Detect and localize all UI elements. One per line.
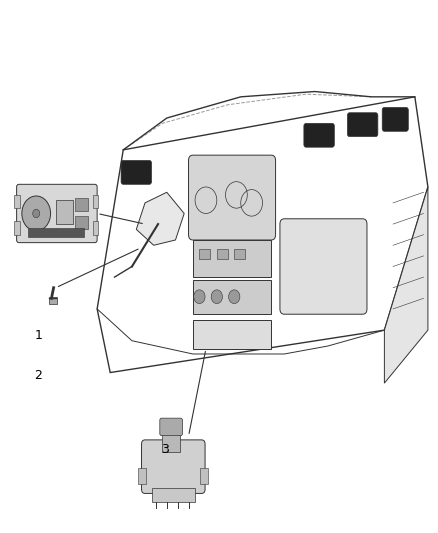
Bar xyxy=(217,249,228,259)
Bar xyxy=(93,221,98,235)
Bar xyxy=(193,280,271,314)
Bar xyxy=(93,195,98,208)
Polygon shape xyxy=(385,187,428,383)
Bar xyxy=(193,240,271,277)
FancyBboxPatch shape xyxy=(280,219,367,314)
Polygon shape xyxy=(136,192,184,245)
Bar xyxy=(75,198,88,211)
Text: 1: 1 xyxy=(35,329,42,342)
Circle shape xyxy=(211,290,223,304)
Bar xyxy=(28,228,84,237)
Bar xyxy=(138,468,146,484)
Bar xyxy=(56,200,73,224)
Bar xyxy=(193,319,271,349)
Circle shape xyxy=(194,290,205,304)
Circle shape xyxy=(33,209,40,217)
FancyBboxPatch shape xyxy=(304,123,334,147)
FancyBboxPatch shape xyxy=(141,440,205,494)
Bar xyxy=(14,195,20,208)
Bar xyxy=(234,249,245,259)
Bar xyxy=(152,488,195,503)
Bar xyxy=(14,221,20,235)
Circle shape xyxy=(229,290,240,304)
FancyBboxPatch shape xyxy=(17,184,97,243)
FancyBboxPatch shape xyxy=(382,108,408,131)
FancyBboxPatch shape xyxy=(347,113,378,136)
FancyBboxPatch shape xyxy=(160,418,183,435)
Bar xyxy=(49,297,57,304)
Circle shape xyxy=(22,196,50,231)
Text: 3: 3 xyxy=(161,443,169,456)
Text: 2: 2 xyxy=(35,369,42,382)
Bar xyxy=(199,249,210,259)
Bar xyxy=(75,216,88,229)
Bar xyxy=(200,468,208,484)
Bar xyxy=(162,431,180,452)
FancyBboxPatch shape xyxy=(121,160,152,184)
FancyBboxPatch shape xyxy=(188,155,276,240)
